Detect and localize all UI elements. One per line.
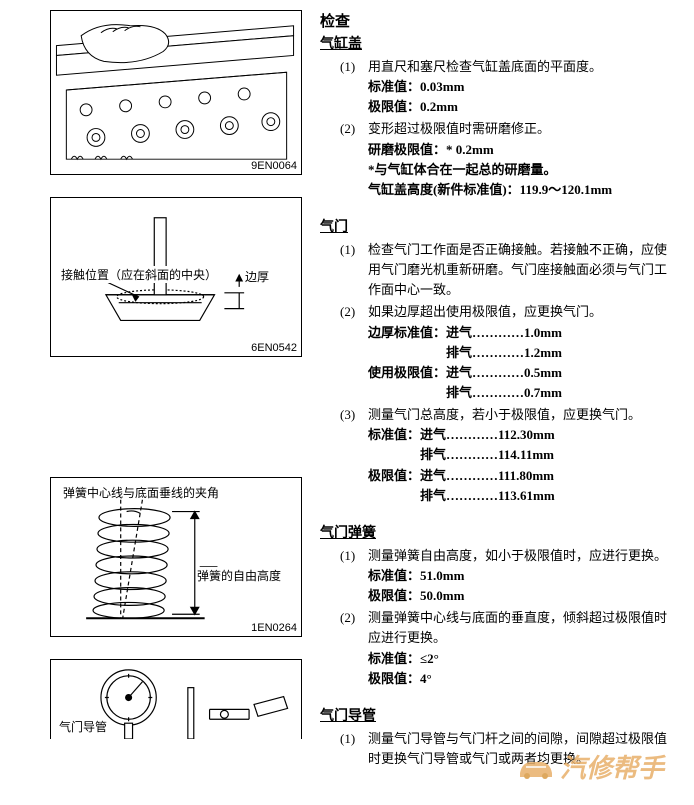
spec-note: *与气缸体合在一起总的研磨量。 (368, 160, 679, 180)
figures-column: 9EN0064 (0, 0, 310, 805)
figure-code: 1EN0264 (251, 622, 297, 634)
item-number: (1) (340, 57, 355, 77)
section-list: (1) 测量弹簧自由高度，如小于极限值时，应进行更换。 标准值：51.0mm 极… (320, 546, 679, 689)
item-number: (1) (340, 546, 355, 566)
spec-value: 极限值：50.0mm (368, 586, 679, 606)
spec-value: 排气…………0.7mm (368, 383, 679, 403)
item-number: (2) (340, 608, 355, 628)
figure-cylinder-head: 9EN0064 (50, 10, 302, 175)
figure-label-edge-thickness: 边厚 (245, 268, 269, 285)
figure-label-spring-angle: 弹簧中心线与底面垂线的夹角 (63, 484, 219, 501)
spec-value: 极限值：0.2mm (368, 97, 679, 117)
figure-code: 9EN0064 (251, 160, 297, 172)
item-text: 变形超过极限值时需研磨修正。 (368, 121, 550, 136)
car-icon (516, 753, 556, 781)
item-number: (1) (340, 240, 355, 260)
item-number: (1) (340, 729, 355, 749)
spec-value: 研磨极限值：* 0.2mm (368, 140, 679, 160)
spec-value: 极限值：进气…………111.80mm (368, 466, 679, 486)
spec-value: 标准值：51.0mm (368, 566, 679, 586)
spec-value: 标准值：0.03mm (368, 77, 679, 97)
section-list: (1) 用直尺和塞尺检查气缸盖底面的平面度。 标准值：0.03mm 极限值：0.… (320, 57, 679, 200)
watermark-text: 汽修帮手 (560, 748, 664, 785)
item-text: 测量弹簧中心线与底面的垂直度，倾斜超过极限值时应进行更换。 (368, 610, 667, 645)
spring-illustration (51, 478, 301, 636)
item-text: 用直尺和塞尺检查气缸盖底面的平面度。 (368, 59, 602, 74)
list-item: (3) 测量气门总高度，若小于极限值，应更换气门。 标准值：进气…………112.… (340, 405, 679, 506)
spec-value: 使用极限值：进气…………0.5mm (368, 363, 679, 383)
figure-label-valve-guide: 气门导管 (59, 718, 107, 735)
list-item: (2) 如果边厚超出使用极限值，应更换气门。 边厚标准值：进气…………1.0mm… (340, 302, 679, 403)
spec-value: 排气…………114.11mm (368, 445, 679, 465)
list-item: (2) 变形超过极限值时需研磨修正。 研磨极限值：* 0.2mm *与气缸体合在… (340, 119, 679, 200)
list-item: (1) 测量弹簧自由高度，如小于极限值时，应进行更换。 标准值：51.0mm 极… (340, 546, 679, 606)
spec-value: 气缸盖高度(新件标准值)：119.9～120.1mm (368, 180, 679, 200)
item-text: 测量弹簧自由高度，如小于极限值时，应进行更换。 (368, 548, 667, 563)
item-text: 如果边厚超出使用极限值，应更换气门。 (368, 304, 602, 319)
item-text: 检查气门工作面是否正确接触。若接触不正确，应使用气门磨光机重新研磨。气门座接触面… (368, 242, 667, 297)
figure-label-contact-position: 接触位置（应在斜面的中央） (61, 266, 217, 283)
list-item: (1) 检查气门工作面是否正确接触。若接触不正确，应使用气门磨光机重新研磨。气门… (340, 240, 679, 300)
list-item: (2) 测量弹簧中心线与底面的垂直度，倾斜超过极限值时应进行更换。 标准值：≤2… (340, 608, 679, 689)
page-title: 检查 (320, 10, 679, 31)
figure-label-free-height: 弹簧的自由高度 (197, 567, 281, 584)
figure-code: 6EN0542 (251, 342, 297, 354)
cylinder-head-illustration (51, 11, 301, 174)
figure-valve-spring: 弹簧中心线与底面垂线的夹角 弹簧的自由高度 1EN0264 (50, 477, 302, 637)
spec-value: 标准值：≤2° (368, 649, 679, 669)
item-text: 测量气门总高度，若小于极限值，应更换气门。 (368, 407, 641, 422)
section-heading-valve-spring: 气门弹簧 (320, 522, 679, 542)
item-number: (3) (340, 405, 355, 425)
list-item: (1) 用直尺和塞尺检查气缸盖底面的平面度。 标准值：0.03mm 极限值：0.… (340, 57, 679, 117)
item-number: (2) (340, 302, 355, 322)
spec-value: 排气…………113.61mm (368, 486, 679, 506)
section-list: (1) 检查气门工作面是否正确接触。若接触不正确，应使用气门磨光机重新研磨。气门… (320, 240, 679, 506)
spec-value: 边厚标准值：进气…………1.0mm (368, 323, 679, 343)
watermark: 汽修帮手 (516, 748, 664, 785)
spec-value: 标准值：进气…………112.30mm (368, 425, 679, 445)
text-column: 检查 气缸盖 (1) 用直尺和塞尺检查气缸盖底面的平面度。 标准值：0.03mm… (310, 0, 694, 805)
section-heading-valve-guide: 气门导管 (320, 705, 679, 725)
spec-value: 排气…………1.2mm (368, 343, 679, 363)
figure-valve-guide: 气门导管 (50, 659, 302, 739)
item-number: (2) (340, 119, 355, 139)
spec-value: 极限值：4° (368, 669, 679, 689)
section-heading-valve: 气门 (320, 216, 679, 236)
section-heading-cylinder-head: 气缸盖 (320, 33, 679, 53)
figure-valve: 接触位置（应在斜面的中央） 边厚 6EN0542 (50, 197, 302, 357)
